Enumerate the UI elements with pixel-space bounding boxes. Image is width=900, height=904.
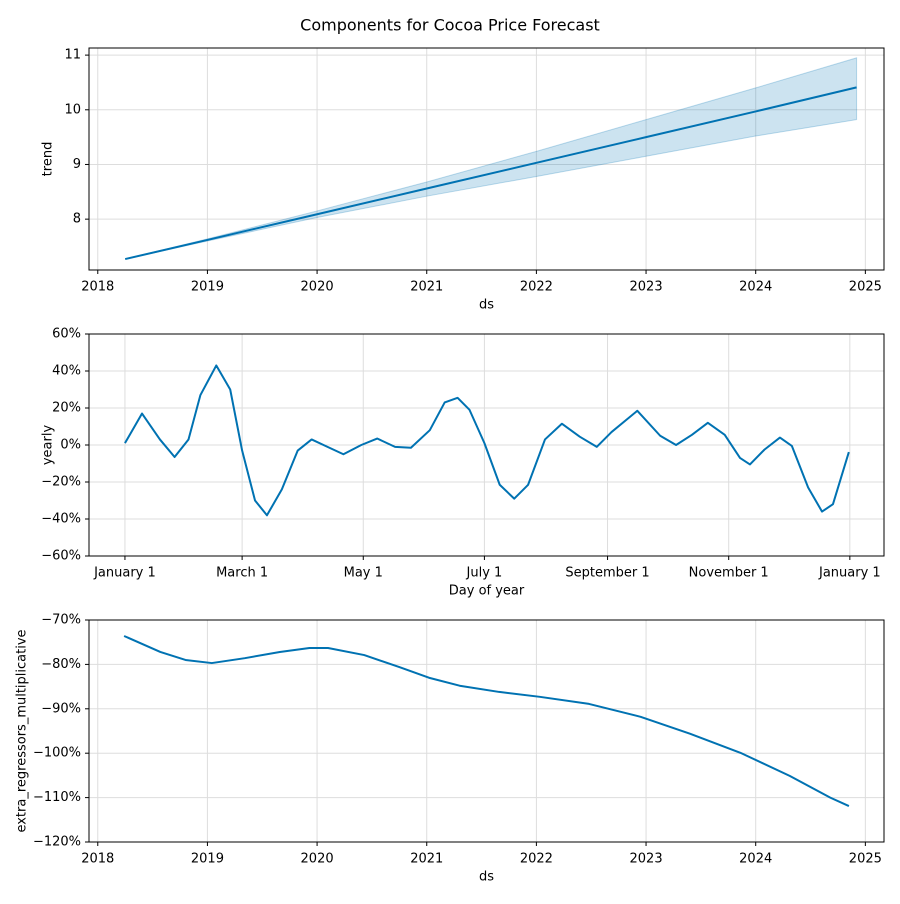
y-tick-label: −110% xyxy=(33,790,81,805)
x-tick-label: 2024 xyxy=(739,280,772,295)
x-tick-label: January 1 xyxy=(93,566,156,581)
figure-title: Components for Cocoa Price Forecast xyxy=(300,16,600,35)
x-tick-label: 2019 xyxy=(191,280,224,295)
x-tick-label: 2022 xyxy=(520,280,553,295)
x-tick-label: May 1 xyxy=(344,566,383,581)
y-axis-label: extra_regressors_multiplicative xyxy=(15,629,30,832)
y-tick-label: −60% xyxy=(41,549,81,564)
y-tick-label: −70% xyxy=(41,613,81,628)
y-axis-label: yearly xyxy=(41,425,56,466)
y-tick-label: 10 xyxy=(64,102,81,117)
x-tick-label: 2018 xyxy=(81,852,114,867)
x-tick-label: 2021 xyxy=(410,852,443,867)
y-tick-label: −20% xyxy=(41,475,81,490)
y-tick-label: −100% xyxy=(33,746,81,761)
plot-frame xyxy=(88,47,885,271)
x-tick-label: 2020 xyxy=(301,280,334,295)
x-tick-label: November 1 xyxy=(689,566,769,581)
plot-frame xyxy=(88,333,885,557)
x-tick-label: 2022 xyxy=(520,852,553,867)
y-tick-label: −80% xyxy=(41,657,81,672)
y-tick-label: −120% xyxy=(33,835,81,850)
x-tick-label: 2021 xyxy=(410,280,443,295)
y-tick-label: −90% xyxy=(41,701,81,716)
plot-frame xyxy=(88,619,885,843)
y-tick-label: 9 xyxy=(73,157,81,172)
x-tick-label: September 1 xyxy=(565,566,649,581)
y-tick-label: 8 xyxy=(73,212,81,227)
x-tick-label: 2023 xyxy=(630,852,663,867)
x-tick-label: July 1 xyxy=(466,566,503,581)
y-tick-label: 11 xyxy=(64,48,81,63)
x-axis-label: ds xyxy=(479,870,494,885)
x-tick-label: 2019 xyxy=(191,852,224,867)
x-tick-label: 2023 xyxy=(630,280,663,295)
y-axis-label: trend xyxy=(41,142,56,177)
x-tick-label: March 1 xyxy=(216,566,268,581)
x-tick-label: January 1 xyxy=(818,566,881,581)
uncertainty-band xyxy=(125,57,858,260)
x-tick-label: 2025 xyxy=(849,280,882,295)
y-tick-label: 60% xyxy=(52,327,81,342)
y-tick-label: −40% xyxy=(41,512,81,527)
x-tick-label: 2018 xyxy=(81,280,114,295)
line xyxy=(124,86,857,261)
y-tick-label: 20% xyxy=(52,401,81,416)
y-tick-label: 0% xyxy=(60,438,81,453)
x-axis-label: Day of year xyxy=(449,584,525,599)
x-tick-label: 2020 xyxy=(301,852,334,867)
x-axis-label: ds xyxy=(479,298,494,313)
line xyxy=(124,364,850,517)
line xyxy=(123,635,850,807)
x-tick-label: 2025 xyxy=(849,852,882,867)
y-tick-label: 40% xyxy=(52,364,81,379)
x-tick-label: 2024 xyxy=(739,852,772,867)
